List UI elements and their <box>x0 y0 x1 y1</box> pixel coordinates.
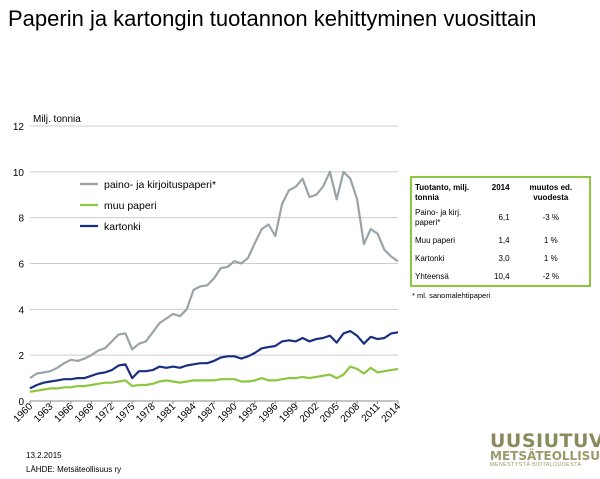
table-cell: Kartonki <box>415 254 445 263</box>
x-tick-label: 2014 <box>380 401 404 425</box>
y-tick-label: 6 <box>18 260 24 271</box>
table-row: Yhteensä 10,4 -2 % <box>412 268 589 286</box>
table-cell: Paino- ja kirj. paperi* <box>415 208 462 227</box>
y-tick-label: 2 <box>18 351 24 362</box>
table-cell: 6,1 <box>498 213 510 222</box>
production-summary-table: Tuotanto, milj. tonnia 2014 muutos ed. v… <box>410 176 591 287</box>
legend-entry: kartonki <box>104 221 141 233</box>
table-header-cell: Tuotanto, milj. tonnia <box>415 183 470 202</box>
table-footnote: * ml. sanomalehtipaperi <box>412 291 491 300</box>
table-cell: -3 % <box>542 213 560 222</box>
logo-line-2: METSÄTEOLLISUUS <box>490 449 600 463</box>
table-cell: 10,4 <box>494 272 510 281</box>
y-tick-label: 8 <box>18 214 24 225</box>
series-line-2 <box>29 330 399 390</box>
table-header-cell: muutos ed. vuodesta <box>529 183 573 202</box>
y-axis-label: Milj. tonnia <box>33 114 81 125</box>
table-cell: 1 % <box>543 254 558 263</box>
table-header-row: Tuotanto, milj. tonnia 2014 muutos ed. v… <box>412 182 589 204</box>
table-row: Muu paperi 1,4 1 % <box>412 232 589 250</box>
x-tick-label: 1996 <box>257 401 281 425</box>
x-tick-label: 2011 <box>360 401 383 424</box>
x-tick-label: 1963 <box>32 401 56 425</box>
legend-entry: muu paperi <box>104 200 157 212</box>
table-row: Kartonki 3,0 1 % <box>412 250 589 268</box>
x-tick-label: 1993 <box>236 401 260 425</box>
x-tick-label: 2008 <box>339 401 363 425</box>
y-tick-label: 10 <box>13 168 25 179</box>
table-cell: 3,0 <box>498 254 510 263</box>
x-tick-label: 1987 <box>196 401 220 425</box>
x-tick-label: 1972 <box>93 401 117 425</box>
x-tick-label: 1990 <box>216 401 240 425</box>
y-tick-label: 4 <box>18 305 24 316</box>
table-row: Paino- ja kirj. paperi* 6,1 -3 % <box>412 204 589 232</box>
x-tick-label: 2005 <box>318 401 342 425</box>
publish-date: 13.2.2015 <box>26 451 62 460</box>
logo-line-1: UUSIUTUVA <box>490 430 600 452</box>
legend-entry: paino- ja kirjoituspaperi* <box>104 179 216 191</box>
page-title: Paperin ja kartongin tuotannon kehittymi… <box>8 6 537 31</box>
x-tick-label: 2002 <box>298 401 322 425</box>
table-cell: 1 % <box>543 236 558 245</box>
series-line-0 <box>29 170 399 380</box>
brand-logo: UUSIUTUVA METSÄTEOLLISUUS MENESTYSTÄ BIO… <box>490 430 600 469</box>
x-tick-label: 1975 <box>114 401 138 425</box>
y-tick-label: 12 <box>13 122 25 133</box>
source-note: LÄHDE: Metsäteollisuus ry <box>26 465 122 474</box>
table-cell: Muu paperi <box>415 236 456 245</box>
x-tick-label: 1981 <box>155 401 179 425</box>
table-header-cell: 2014 <box>491 183 510 192</box>
table-cell: -2 % <box>542 272 560 281</box>
x-tick-label: 1978 <box>134 401 158 425</box>
y-tick-label: 0 <box>18 397 24 408</box>
series-line-1 <box>29 365 399 393</box>
x-tick-label: 1999 <box>277 401 301 425</box>
x-tick-label: 1960 <box>12 401 36 425</box>
x-tick-label: 1969 <box>73 401 97 425</box>
table-cell: Yhteensä <box>415 272 449 281</box>
x-tick-label: 1966 <box>52 401 76 425</box>
logo-line-3: MENESTYSTÄ BIOTALOUDESTA <box>490 462 582 468</box>
table-cell: 1,4 <box>498 236 510 245</box>
x-tick-label: 1984 <box>175 401 199 425</box>
